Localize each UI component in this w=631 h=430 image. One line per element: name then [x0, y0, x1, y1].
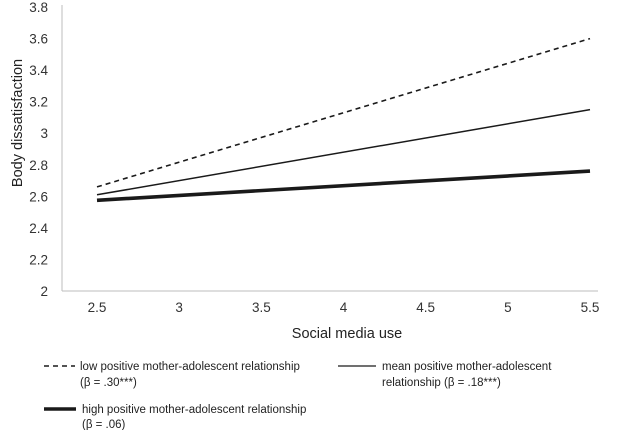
- legend-label-high: high positive mother-adolescent relation…: [82, 404, 306, 416]
- y-tick-label: 2: [40, 284, 48, 299]
- series-lines: [96, 37, 591, 203]
- x-axis-ticks: 2.5 3 3.5 4 4.5 5 5.5: [88, 300, 600, 315]
- axes: [61, 5, 598, 292]
- y-tick-label: 3.8: [29, 0, 48, 15]
- y-tick-label: 3: [40, 126, 48, 141]
- y-axis-label: Body dissatisfaction: [10, 59, 26, 187]
- x-tick-label: 3: [175, 300, 183, 315]
- y-tick-label: 2.2: [29, 252, 48, 267]
- y-tick-label: 3.2: [29, 95, 48, 110]
- x-tick-label: 5.5: [581, 300, 600, 315]
- x-tick-label: 5: [504, 300, 512, 315]
- y-tick-label: 3.4: [29, 63, 48, 78]
- legend: low positive mother-adolescent relations…: [44, 361, 552, 430]
- y-tick-label: 2.4: [29, 221, 48, 236]
- y-tick-label: 3.6: [29, 32, 48, 47]
- series-line-low: [96, 37, 591, 188]
- series-line-mean: [96, 108, 591, 196]
- legend-label-mean: mean positive mother-adolescent: [382, 361, 552, 373]
- x-axis-label: Social media use: [292, 326, 402, 342]
- y-tick-label: 2.6: [29, 189, 48, 204]
- legend-label-low: low positive mother-adolescent relations…: [80, 361, 300, 373]
- legend-beta-high: (β = .06): [82, 419, 126, 430]
- legend-beta-mean: relationship (β = .18***): [382, 377, 501, 389]
- legend-beta-low: (β = .30***): [80, 377, 137, 389]
- y-tick-label: 2.8: [29, 158, 48, 173]
- x-tick-label: 3.5: [252, 300, 271, 315]
- x-tick-label: 2.5: [88, 300, 107, 315]
- x-tick-label: 4: [340, 300, 348, 315]
- series-line-high: [96, 169, 591, 203]
- y-axis-ticks: 2 2.2 2.4 2.6 2.8 3 3.2 3.4 3.6 3.8: [29, 0, 48, 299]
- x-tick-label: 4.5: [416, 300, 435, 315]
